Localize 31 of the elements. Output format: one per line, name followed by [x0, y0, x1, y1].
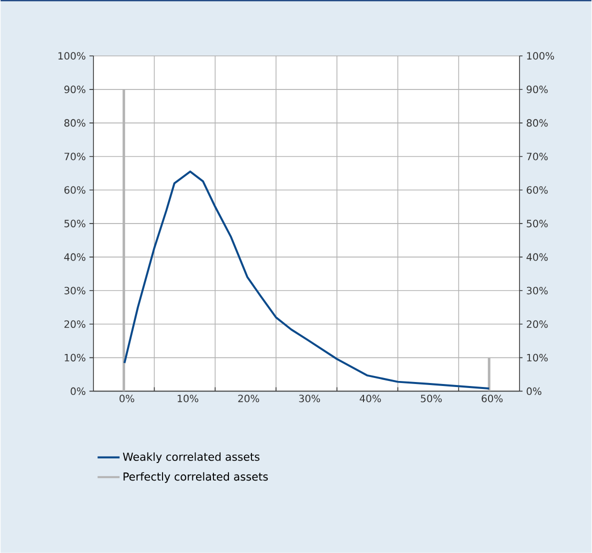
legend-label: Perfectly correlated assets — [124, 472, 268, 483]
y2-tick-label: 70% — [64, 152, 86, 160]
legend-label: Weakly correlated assets — [122, 452, 260, 464]
y-tick-label: 50% — [526, 220, 548, 228]
y2-tick-label: 10% — [64, 354, 86, 362]
y-tick-label: 40% — [526, 253, 548, 261]
y2-tick-label: 90% — [64, 86, 86, 94]
y-tick-label: 20% — [526, 320, 548, 328]
y-tick-label: 100% — [527, 52, 554, 60]
y-tick-label: 90% — [526, 86, 548, 94]
y2-tick-label: 0% — [70, 387, 86, 396]
y2-tick-label: 100% — [58, 52, 86, 60]
y-tick-label: 30% — [526, 286, 548, 294]
x-tick-label: 50% — [420, 394, 442, 402]
x-tick-label: 60% — [482, 394, 503, 402]
y-tick-label: 0% — [526, 387, 542, 396]
y2-tick-label: 20% — [64, 320, 86, 328]
y2-tick-label: 40% — [64, 253, 86, 261]
x-tick-label: 10% — [178, 394, 198, 402]
y-tick-label: 60% — [526, 186, 548, 194]
y2-tick-label: 60% — [64, 186, 86, 194]
y-tick-label: 10% — [527, 354, 548, 362]
x-tick-label: 0% — [120, 394, 134, 402]
y-tick-label: 80% — [526, 119, 548, 127]
y2-tick-label: 30% — [64, 286, 86, 294]
x-tick-label: 30% — [299, 394, 320, 402]
y-tick-label: 70% — [526, 152, 548, 160]
x-tick-label: 20% — [238, 394, 260, 402]
y2-tick-label: 50% — [64, 220, 86, 228]
y2-tick-label: 80% — [64, 119, 86, 127]
x-tick-label: 40% — [360, 394, 381, 402]
